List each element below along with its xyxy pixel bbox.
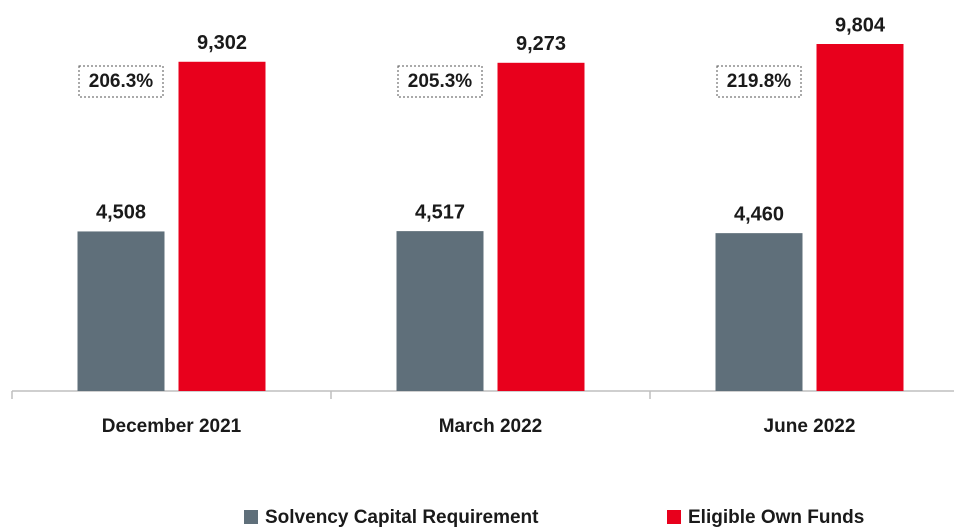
x-tick-label: December 2021	[102, 416, 242, 437]
bar	[715, 233, 803, 391]
ratio-label: 219.8%	[727, 71, 792, 92]
legend-swatch	[244, 510, 258, 524]
bar	[497, 62, 585, 391]
data-label: 9,804	[835, 14, 886, 36]
x-tick-label: March 2022	[439, 416, 543, 437]
legend-label: Eligible Own Funds	[688, 507, 864, 528]
legend-label: Solvency Capital Requirement	[265, 507, 539, 528]
legend-swatch	[667, 510, 681, 524]
bar	[816, 44, 904, 391]
data-label: 9,273	[516, 33, 566, 55]
ratio-box	[78, 65, 164, 98]
ratio-label: 205.3%	[408, 71, 473, 92]
x-tick-label: June 2022	[764, 416, 856, 437]
ratio-box	[716, 65, 802, 98]
data-label: 4,508	[96, 202, 146, 224]
ratio-box	[397, 65, 483, 98]
ratio-label: 206.3%	[89, 71, 154, 92]
data-label: 4,460	[734, 203, 784, 225]
bar	[396, 231, 484, 391]
data-label: 9,302	[197, 32, 247, 54]
data-label: 4,517	[415, 201, 465, 223]
bar	[77, 231, 165, 391]
bar	[178, 61, 266, 392]
